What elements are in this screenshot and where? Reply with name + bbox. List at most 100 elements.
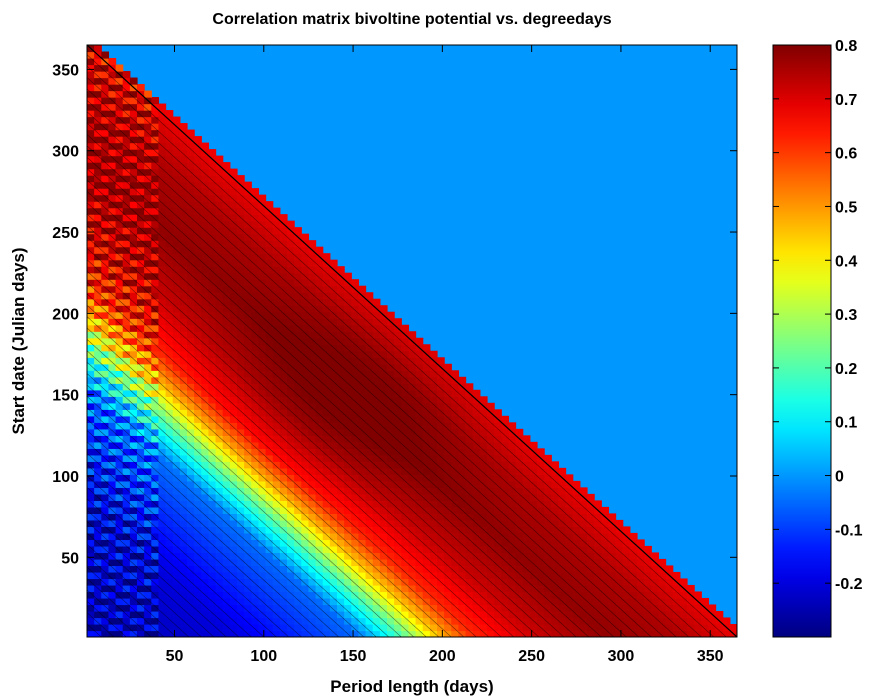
heatmap-cell (194, 604, 202, 612)
heatmap-cell (622, 597, 631, 606)
heatmap-cell (101, 188, 110, 196)
heatmap-cell (401, 610, 410, 619)
heatmap-cell (87, 370, 95, 378)
heatmap-cell (408, 578, 417, 586)
heatmap-cell (179, 188, 188, 196)
heatmap-cell (229, 220, 238, 228)
heatmap-cell (137, 376, 145, 384)
heatmap-cell (94, 591, 102, 599)
chart-title: Correlation matrix bivoltine potential v… (212, 11, 611, 28)
heatmap-cell (308, 519, 317, 528)
heatmap-cell (308, 240, 317, 248)
heatmap-cell (151, 324, 160, 332)
heatmap-cell (287, 610, 295, 619)
heatmap-cell (144, 604, 152, 612)
heatmap-cell (87, 402, 95, 410)
heatmap-cell (494, 623, 502, 632)
contour-line (87, 487, 252, 637)
heatmap-cell (437, 383, 445, 391)
heatmap-cell (272, 409, 281, 417)
heatmap-cell (615, 545, 624, 554)
heatmap-cell (451, 610, 460, 619)
heatmap-cell (151, 376, 160, 384)
heatmap-cell (322, 305, 331, 313)
heatmap-cell (287, 402, 295, 410)
heatmap-cell (344, 298, 352, 306)
heatmap-cell (587, 571, 595, 580)
heatmap-cell (358, 441, 367, 449)
heatmap-cell (165, 448, 174, 456)
heatmap-cell (415, 552, 424, 560)
heatmap-cell (465, 383, 474, 391)
heatmap-cell (387, 480, 395, 488)
heatmap-cell (322, 331, 331, 339)
heatmap-cell (429, 565, 438, 573)
heatmap-cell (187, 591, 195, 599)
heatmap-cell (151, 116, 160, 124)
heatmap-cell (308, 623, 317, 632)
heatmap-cell (194, 526, 202, 534)
heatmap-cell (151, 578, 160, 586)
heatmap-cell (479, 545, 488, 554)
heatmap-cell (208, 545, 217, 554)
heatmap-cell (251, 292, 260, 300)
heatmap-cell (87, 227, 95, 235)
heatmap-cell (451, 630, 460, 637)
heatmap-cell (551, 597, 560, 606)
heatmap-cell (229, 363, 238, 371)
heatmap-cell (279, 519, 288, 528)
heatmap-cell (387, 539, 395, 547)
heatmap-cell (172, 597, 181, 606)
heatmap-cell (294, 565, 302, 573)
heatmap-cell (101, 526, 110, 534)
heatmap-cell (308, 389, 317, 397)
heatmap-cell (208, 584, 217, 593)
heatmap-cell (201, 584, 210, 593)
heatmap-cell (465, 480, 474, 488)
heatmap-cell (315, 493, 324, 501)
heatmap-cell (122, 84, 131, 92)
heatmap-cell (465, 610, 474, 619)
heatmap-cell (194, 461, 202, 469)
heatmap-cell (187, 610, 195, 619)
heatmap-cell (608, 539, 617, 547)
heatmap-cell (458, 376, 467, 384)
heatmap-cell (179, 422, 188, 430)
heatmap-cell (137, 389, 145, 397)
heatmap-cell (279, 305, 288, 313)
heatmap-cell (351, 396, 360, 404)
heatmap-cell (237, 233, 245, 241)
heatmap-cell (279, 597, 288, 606)
heatmap-cell (458, 630, 467, 637)
heatmap-cell (337, 363, 345, 371)
heatmap-cell (187, 240, 195, 248)
heatmap-cell (415, 454, 424, 462)
heatmap-cell (251, 428, 260, 436)
heatmap-cell (101, 506, 110, 514)
heatmap-cell (129, 350, 138, 358)
heatmap-cell (137, 227, 145, 235)
heatmap-cell (565, 578, 574, 586)
heatmap-cell (172, 253, 181, 261)
heatmap-cell (122, 214, 131, 222)
heatmap-cell (258, 376, 267, 384)
heatmap-cell (622, 623, 631, 632)
heatmap-cell (137, 149, 145, 157)
heatmap-cell (94, 526, 102, 534)
heatmap-cell (122, 266, 131, 274)
heatmap-cell (358, 500, 367, 508)
heatmap-cell (237, 428, 245, 436)
heatmap-cell (515, 552, 524, 560)
heatmap-cell (458, 591, 467, 599)
heatmap-cell (287, 480, 295, 488)
heatmap-cell (294, 513, 302, 521)
heatmap-cell (344, 396, 352, 404)
heatmap-cell (122, 350, 131, 358)
heatmap-cell (651, 584, 660, 593)
heatmap-cell (108, 305, 117, 313)
heatmap-cell (522, 545, 531, 554)
heatmap-cell (108, 311, 117, 319)
heatmap-cell (365, 480, 374, 488)
heatmap-cell (629, 584, 638, 593)
heatmap-cell (179, 545, 188, 554)
